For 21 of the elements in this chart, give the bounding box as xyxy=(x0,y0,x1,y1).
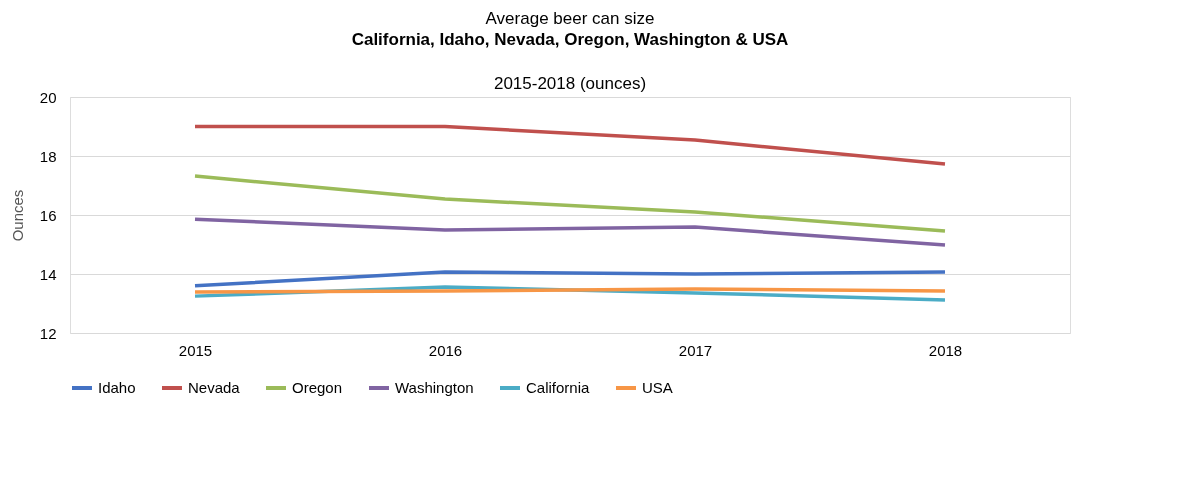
line-series xyxy=(193,217,947,247)
text: 2015-2018 (ounces) xyxy=(493,74,647,93)
legend-label: Oregon xyxy=(292,379,343,396)
x-tick-label: 2018 xyxy=(928,341,963,359)
y-tick-label: 12 xyxy=(39,324,57,342)
legend-label: California xyxy=(526,379,591,396)
line-series xyxy=(193,174,947,233)
x-tick-label: 2015 xyxy=(178,341,213,359)
x-tick-label: 2017 xyxy=(678,341,713,359)
y-tick-label: 16 xyxy=(39,206,57,224)
legend-label: Idaho xyxy=(98,379,136,396)
x-tick-label: 2016 xyxy=(428,341,463,359)
y-tick-label: 18 xyxy=(39,147,57,165)
y-tick-label: 20 xyxy=(39,88,57,106)
legend-label: Washington xyxy=(395,379,474,396)
legend-label: Nevada xyxy=(188,379,241,396)
legend-label: USA xyxy=(642,379,673,396)
y-axis-title: Ounces xyxy=(8,189,26,242)
chart-title: Average beer can size xyxy=(485,9,655,28)
y-tick-label: 14 xyxy=(39,265,57,283)
chart-subtitle: California, Idaho, Nevada, Oregon, Washington & USA xyxy=(351,30,789,49)
